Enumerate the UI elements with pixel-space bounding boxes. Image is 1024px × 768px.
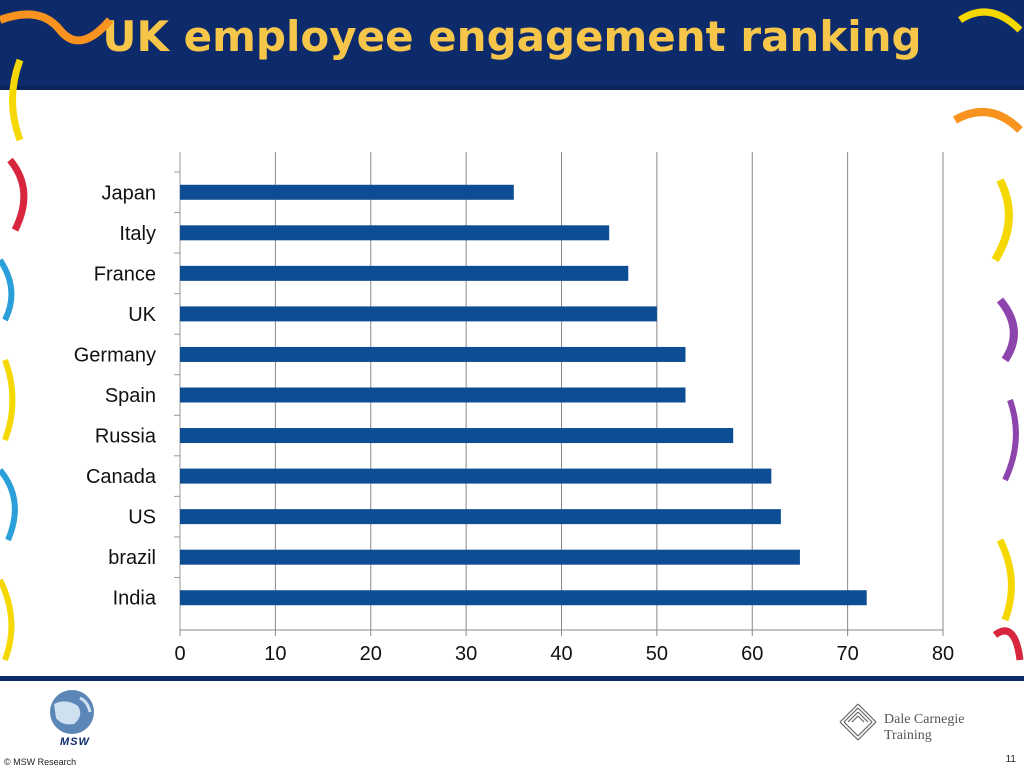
x-tick-label-30: 30 (455, 643, 477, 665)
dc-logo-line1: Dale Carnegie (884, 712, 965, 727)
page-number: 11 (1005, 754, 1016, 765)
bar-india (180, 590, 867, 606)
y-tick-label-italy: Italy (119, 223, 156, 245)
copyright-notice: © MSW Research (4, 757, 77, 767)
x-tick-label-50: 50 (646, 643, 668, 665)
y-tick-label-canada: Canada (86, 466, 157, 488)
y-tick-label-uk: UK (128, 304, 156, 326)
y-tick-label-us: US (128, 507, 156, 529)
bar-spain (180, 387, 686, 403)
x-tick-label-0: 0 (174, 643, 185, 665)
x-tick-label-40: 40 (550, 643, 572, 665)
y-tick-label-russia: Russia (95, 426, 157, 448)
title-bar: UK employee engagement ranking (0, 0, 1024, 90)
bar-us (180, 509, 781, 525)
bar-brazil (180, 549, 800, 565)
confetti-decoration (0, 8, 1024, 662)
y-tick-label-japan: Japan (102, 182, 157, 204)
dale-carnegie-logo-text: Dale Carnegie Training (884, 712, 964, 744)
bar-italy (180, 225, 610, 241)
y-tick-label-brazil: brazil (108, 547, 156, 569)
msw-logo-text: MSW (60, 736, 90, 748)
x-tick-label-10: 10 (264, 643, 286, 665)
y-tick-label-germany: Germany (74, 344, 156, 366)
bar-uk (180, 306, 657, 322)
x-tick-label-20: 20 (360, 643, 382, 665)
msw-globe-logo (50, 690, 94, 734)
slide-title: UK employee engagement ranking (102, 12, 922, 61)
bar-germany (180, 346, 686, 362)
bar-chart: 0 10 20 30 40 50 60 70 80 Japan Italy France UK Germa… (74, 152, 954, 665)
bar-japan (180, 184, 514, 200)
x-tick-label-70: 70 (837, 643, 859, 665)
x-tick-label-60: 60 (741, 643, 763, 665)
y-tick-label-france: France (94, 263, 156, 285)
y-tick-label-spain: Spain (105, 385, 156, 407)
y-tick-label-india: India (113, 588, 157, 610)
footer-divider (0, 676, 1024, 681)
dale-carnegie-mark (839, 703, 877, 741)
bar-russia (180, 428, 734, 444)
bar-france (180, 265, 629, 281)
x-tick-label-80: 80 (932, 643, 954, 665)
dc-logo-line2: Training (884, 728, 932, 743)
bar-canada (180, 468, 772, 484)
